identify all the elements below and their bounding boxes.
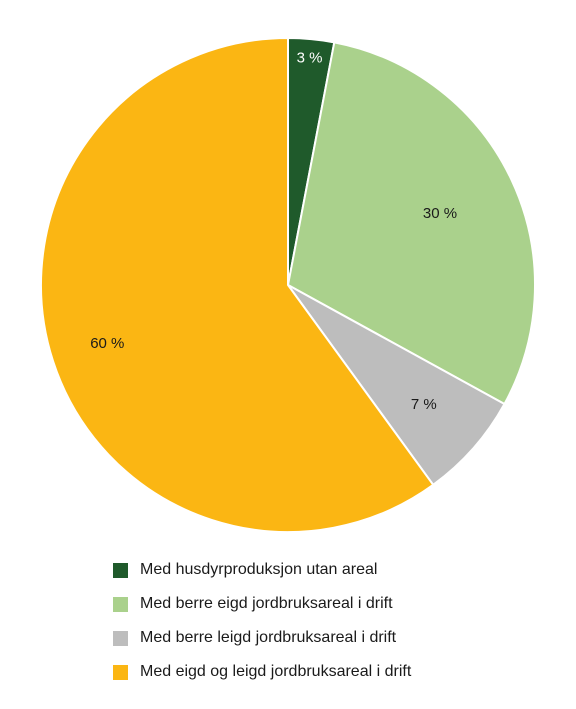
legend-item-rented-only: Med berre leigd jordbruksareal i drift — [113, 621, 411, 655]
pie-chart: 3 % 30 % 7 % 60 % — [40, 37, 536, 533]
pie-slice-4 — [40, 37, 435, 533]
legend-label: Med husdyrproduksjon utan areal — [140, 561, 378, 578]
legend-label: Med eigd og leigd jordbruksareal i drift — [140, 663, 412, 680]
legend: Med husdyrproduksjon utan areal Med berr… — [113, 553, 411, 689]
pie-slice-3 — [287, 284, 506, 486]
slice-label-4: 60 % — [90, 335, 124, 352]
legend-label: Med berre eigd jordbruksareal i drift — [140, 595, 393, 612]
slice-label-1: 3 % — [297, 50, 323, 67]
pie-slice-2 — [287, 41, 536, 405]
legend-swatch — [113, 562, 128, 578]
legend-item-no-land: Med husdyrproduksjon utan areal — [113, 553, 411, 587]
slice-label-3: 7 % — [411, 396, 437, 413]
legend-swatch — [113, 596, 128, 612]
legend-item-owned-only: Med berre eigd jordbruksareal i drift — [113, 587, 411, 621]
legend-label: Med berre leigd jordbruksareal i drift — [140, 629, 397, 646]
legend-swatch — [113, 664, 128, 680]
slice-label-2: 30 % — [423, 205, 457, 222]
legend-item-owned-and-rented: Med eigd og leigd jordbruksareal i drift — [113, 655, 411, 689]
legend-swatch — [113, 630, 128, 646]
